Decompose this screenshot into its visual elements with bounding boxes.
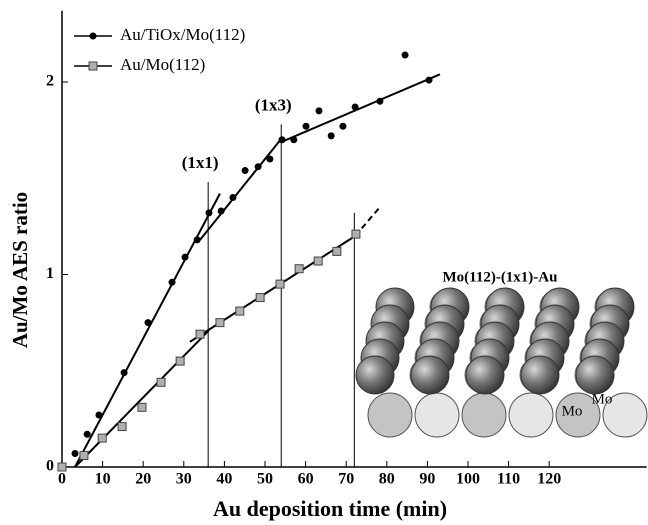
- point: [302, 122, 310, 130]
- point: [327, 132, 335, 140]
- x-tick-label: 30: [176, 471, 192, 488]
- point: [290, 136, 298, 144]
- point: [95, 411, 103, 419]
- phase-label: (1x1): [182, 153, 219, 172]
- fit-line: [199, 137, 283, 241]
- au-atom: [410, 355, 450, 395]
- au-atom: [355, 355, 395, 395]
- mo-atom: [602, 392, 648, 438]
- point: [376, 97, 384, 105]
- fit-line: [354, 206, 381, 237]
- x-tick-label: 110: [497, 471, 520, 488]
- x-tick-label: 50: [257, 471, 273, 488]
- point: [117, 422, 127, 432]
- point: [83, 430, 91, 438]
- point: [254, 163, 262, 171]
- inset-label: Mo: [592, 391, 613, 407]
- point: [137, 402, 147, 412]
- x-axis-label: Au deposition time (min): [213, 496, 447, 521]
- phase-label: (1x3): [255, 95, 292, 114]
- fit-line: [74, 329, 210, 468]
- point: [229, 194, 237, 201]
- inset-title: Mo(112)-(1x1)-Au: [443, 269, 558, 285]
- legend-marker: [88, 61, 98, 71]
- x-tick-label: 100: [456, 471, 480, 488]
- x-tick-label: 20: [135, 471, 151, 488]
- x-tick-label: 0: [58, 471, 66, 488]
- point: [175, 356, 185, 366]
- au-atom: [575, 355, 615, 395]
- point: [401, 51, 409, 59]
- legend-marker: [89, 32, 97, 40]
- point: [351, 103, 359, 111]
- point: [79, 450, 89, 460]
- point: [71, 450, 79, 458]
- point: [193, 236, 201, 244]
- point: [266, 155, 274, 163]
- point: [195, 329, 205, 339]
- x-tick-label: 60: [298, 471, 314, 488]
- point: [235, 306, 245, 316]
- point: [255, 293, 265, 303]
- point: [425, 76, 433, 84]
- point: [294, 264, 304, 274]
- mo-atom: [508, 392, 554, 438]
- point: [332, 246, 342, 256]
- fit-line: [189, 235, 356, 343]
- point: [205, 209, 213, 217]
- x-tick-label: 80: [379, 471, 395, 488]
- au-atom: [465, 355, 505, 395]
- x-tick-label: 120: [537, 471, 561, 488]
- mo-atom: [555, 392, 601, 438]
- point: [57, 462, 67, 472]
- y-tick-label: 2: [46, 73, 54, 90]
- legend-label: Au/Mo(112): [120, 55, 205, 74]
- legend-label: Au/TiOx/Mo(112): [120, 25, 245, 44]
- y-tick-label: 1: [46, 265, 54, 282]
- point: [351, 229, 361, 239]
- point: [217, 207, 225, 215]
- point: [241, 167, 249, 175]
- point: [97, 433, 107, 443]
- point: [315, 107, 323, 115]
- y-axis-label: Au/Mo AES ratio: [8, 192, 32, 348]
- au-atom: [520, 355, 560, 395]
- point: [168, 278, 176, 286]
- mo-atom: [367, 392, 413, 438]
- point: [144, 319, 152, 327]
- y-tick-label: 0: [46, 458, 54, 475]
- inset: Mo Mo: [355, 287, 648, 438]
- fit-line: [281, 73, 441, 143]
- mo-atom: [461, 392, 507, 438]
- point: [278, 136, 286, 144]
- x-tick-label: 10: [95, 471, 111, 488]
- point: [313, 256, 323, 266]
- inset-label: Mo: [562, 403, 583, 419]
- x-tick-label: 90: [419, 471, 435, 488]
- point: [120, 369, 128, 377]
- point: [181, 253, 189, 261]
- mo-atom: [414, 392, 460, 438]
- point: [275, 279, 285, 289]
- x-tick-label: 70: [338, 471, 354, 488]
- x-tick-label: 40: [216, 471, 232, 488]
- point: [339, 122, 347, 130]
- point: [215, 318, 225, 328]
- point: [156, 377, 166, 387]
